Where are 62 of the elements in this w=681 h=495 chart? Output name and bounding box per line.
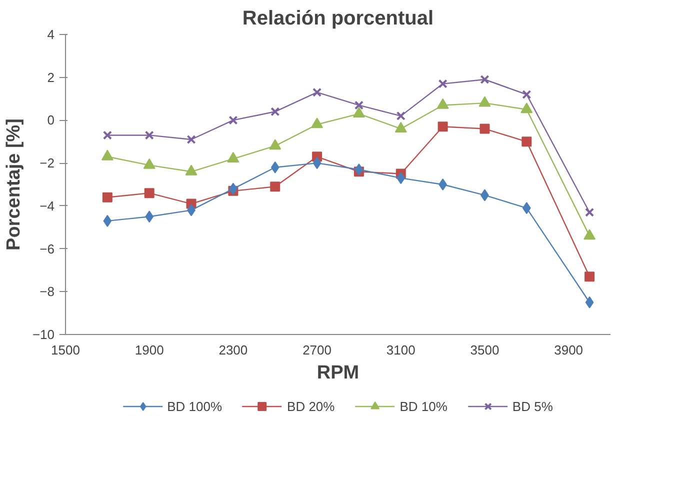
y-tick-label: −6 xyxy=(40,241,55,256)
x-tick-label: 2700 xyxy=(302,342,332,358)
x-tick-label: 3500 xyxy=(470,342,500,358)
point xyxy=(438,178,447,190)
point xyxy=(228,116,238,125)
chart-title: Relación porcentual xyxy=(242,8,434,30)
x-axis-title: RPM xyxy=(316,362,360,384)
point xyxy=(101,150,114,160)
point xyxy=(185,164,198,176)
y-tick-label: 4 xyxy=(47,27,55,42)
point xyxy=(585,208,594,217)
point xyxy=(354,164,364,176)
x-tick-label: 1500 xyxy=(51,342,80,358)
legend-label: BD 100% xyxy=(167,398,222,414)
point xyxy=(480,74,490,84)
point xyxy=(103,214,112,227)
x-tick-label: 3100 xyxy=(386,342,416,358)
legend-label: BD 10% xyxy=(400,398,448,414)
point xyxy=(144,188,154,198)
point xyxy=(396,111,406,120)
y-tick-label: −8 xyxy=(40,284,55,300)
legend-label: BD 20% xyxy=(287,398,335,414)
point xyxy=(354,100,364,110)
point xyxy=(312,88,322,97)
point xyxy=(522,202,531,214)
y-tick-label: −10 xyxy=(32,327,55,342)
point xyxy=(311,118,324,128)
point xyxy=(396,172,406,184)
point xyxy=(520,102,533,114)
point xyxy=(522,90,532,100)
point xyxy=(269,139,282,150)
y-tick-label: −2 xyxy=(40,156,55,171)
x-tick-label: 3900 xyxy=(554,342,584,358)
point xyxy=(584,272,595,282)
point xyxy=(438,122,448,132)
point xyxy=(102,192,112,202)
point xyxy=(478,96,491,107)
y-tick-label: 2 xyxy=(47,70,55,85)
point xyxy=(143,158,156,169)
point xyxy=(480,124,490,134)
point xyxy=(270,161,280,174)
point xyxy=(227,152,240,162)
y-tick-label: −4 xyxy=(40,198,55,214)
point xyxy=(394,122,407,132)
point xyxy=(584,229,596,240)
y-tick-label: 0 xyxy=(47,112,55,128)
y-axis-title: Porcentaje [%] xyxy=(3,118,24,250)
legend-label: BD 5% xyxy=(512,398,553,414)
point xyxy=(186,134,196,144)
point xyxy=(436,98,449,109)
point xyxy=(102,130,112,140)
point xyxy=(312,157,322,170)
point xyxy=(270,182,280,192)
point xyxy=(585,296,594,308)
point xyxy=(270,107,280,116)
point xyxy=(522,136,532,147)
x-tick-label: 2300 xyxy=(218,342,248,358)
point xyxy=(438,79,448,88)
point xyxy=(145,210,154,223)
x-tick-label: 1900 xyxy=(134,342,164,358)
point xyxy=(144,130,154,140)
point xyxy=(352,106,365,118)
